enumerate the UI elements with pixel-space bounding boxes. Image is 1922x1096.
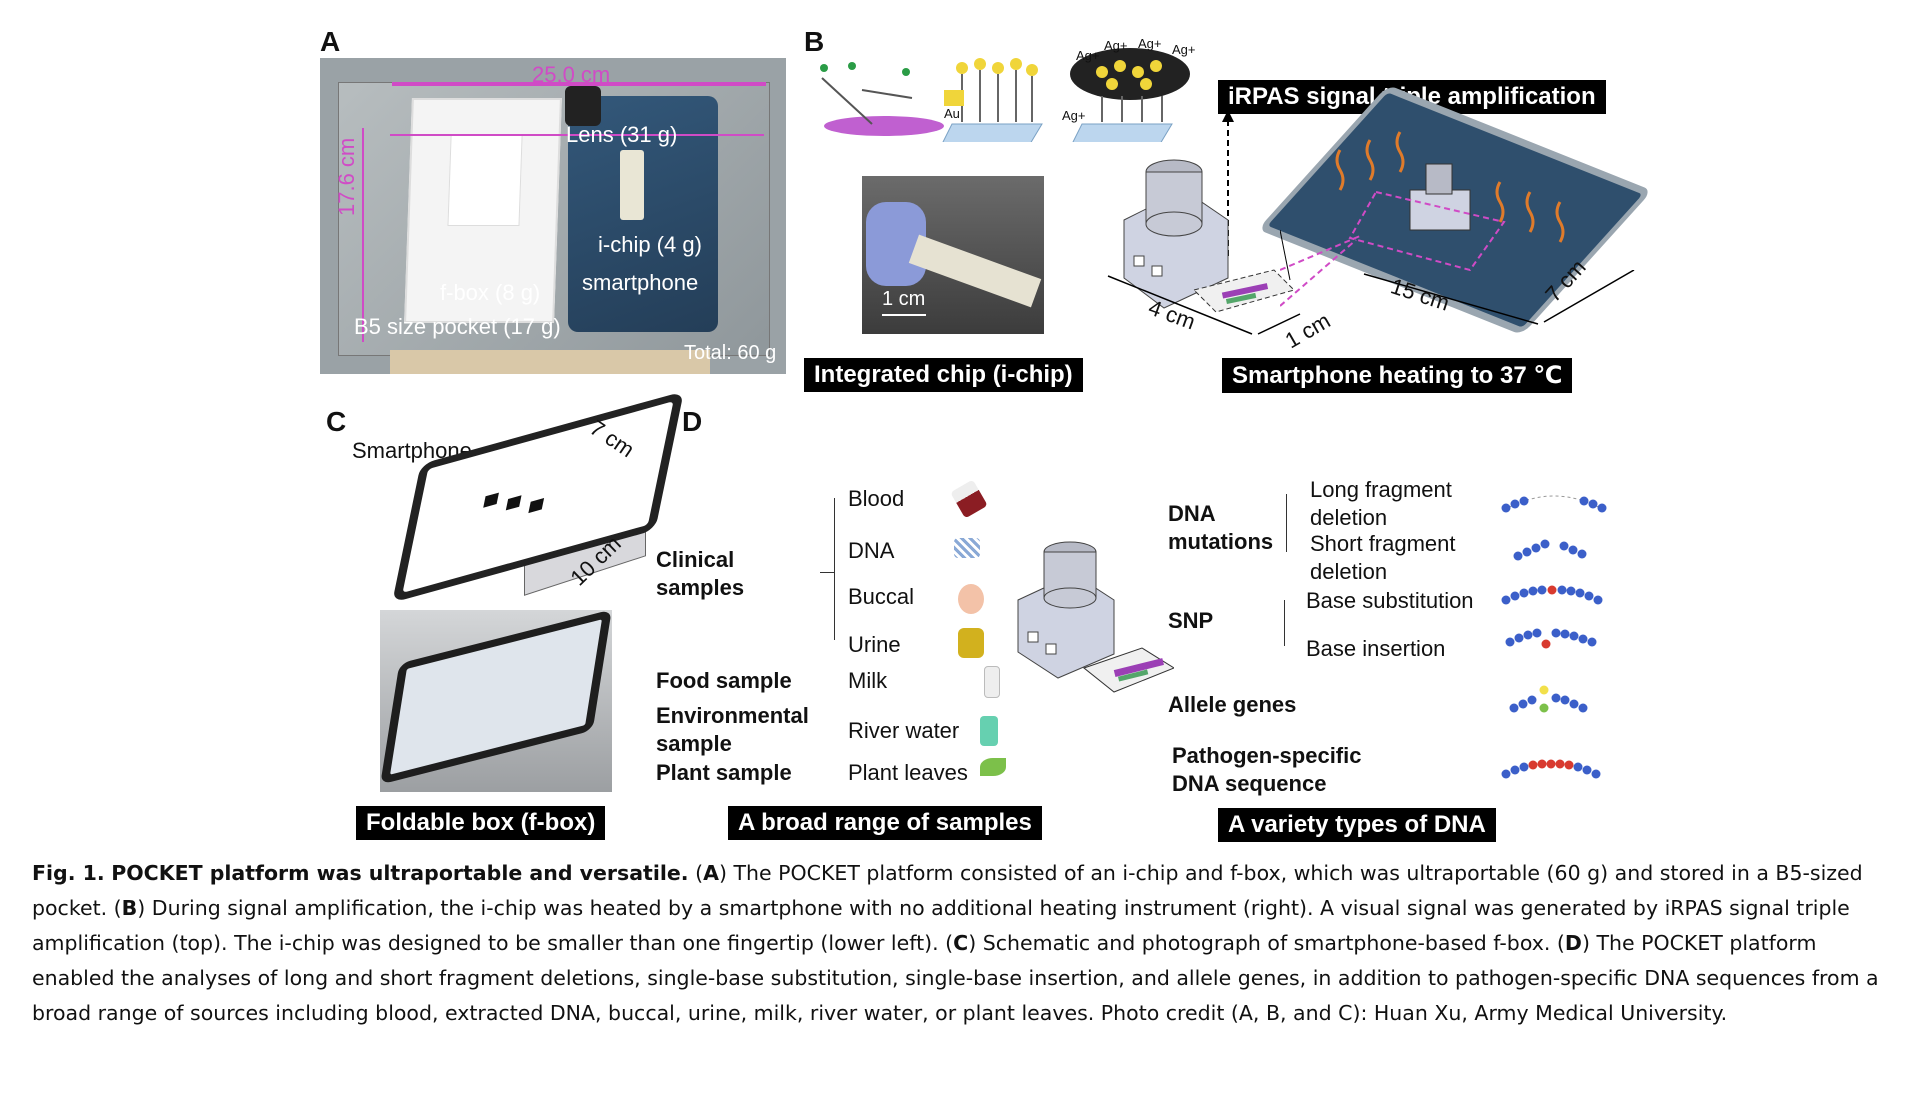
lens-photo (565, 86, 601, 126)
fbox-label: f-box (8 g) (440, 280, 541, 305)
height-label: 17.6 cm (334, 137, 359, 216)
dna-bead-chains (1501, 495, 1607, 779)
fbox-photo-phone (380, 610, 612, 785)
figure-caption: Fig. 1. POCKET platform was ultraportabl… (32, 861, 1879, 1025)
snp-bracket (1284, 600, 1285, 646)
ag-label-1: Ag+ (1062, 108, 1086, 123)
clinical-bracket (834, 498, 835, 640)
magnetic-bead-disc (824, 116, 944, 136)
snp-label: SNP (1168, 608, 1214, 633)
urine-cup-icon (958, 628, 984, 658)
panel-d-letter: D (682, 406, 703, 437)
caption-fig-title: POCKET platform was ultraportable and ve… (111, 861, 689, 885)
fbox-photo (380, 610, 612, 792)
caption-b-ref: B (121, 896, 138, 920)
smartphone-label: smartphone (582, 270, 699, 295)
plant-item: Plant leaves (848, 760, 968, 785)
scale-label: 1 cm (882, 288, 926, 310)
pathogen-chain (1501, 759, 1601, 779)
ichip-photo-closeup: 1 cm (862, 176, 1044, 334)
dna-types-title: A variety types of DNA (1218, 808, 1496, 842)
lens-label: Lens (31 g) (566, 122, 678, 147)
allele-label: Allele genes (1168, 692, 1297, 717)
caption-a-ref: A (703, 861, 719, 885)
caption-d-ref: D (1564, 931, 1582, 955)
ichip-title: Integrated chip (i-chip) (804, 358, 1083, 392)
short-deletion-label: Short fragment deletion (1310, 531, 1456, 584)
amplification-schematic (820, 48, 1190, 142)
plant-label: Plant sample (656, 760, 792, 785)
signal-dot (505, 495, 522, 511)
ichip-photo (620, 150, 644, 220)
clinical-item-urine: Urine (848, 632, 901, 657)
clinical-bracket-tick (820, 572, 834, 573)
width-dimension-line (390, 134, 764, 136)
caption-c-text: ) Schematic and photograph of smartphone… (968, 931, 1565, 955)
clinical-item-dna: DNA (848, 538, 895, 563)
clinical-item-buccal: Buccal (848, 584, 915, 609)
base-insertion-label: Base insertion (1306, 636, 1446, 661)
dna-helix-icon (954, 538, 980, 558)
ichip-body (908, 234, 1042, 308)
short-deletion-chain (1513, 539, 1587, 561)
substitution-chain (1501, 585, 1603, 605)
env-label: Environmental sample (656, 703, 809, 756)
mouth-icon (958, 584, 984, 614)
long-deletion-chain (1501, 495, 1607, 513)
water-glass-icon (980, 716, 998, 746)
heat-waves (1280, 131, 1565, 307)
food-item: Milk (848, 668, 888, 693)
total-label: Total: 60 g (684, 342, 777, 364)
silver-deposit (1070, 48, 1190, 100)
caption-b-text: ) During signal amplification, the i-chi… (32, 896, 1850, 955)
panel-b-letter: B (804, 26, 825, 57)
pathogen-label: Pathogen-specific DNA sequence (1172, 743, 1362, 796)
caption-c-ref: C (953, 931, 969, 955)
heating-title: Smartphone heating to 37 ℃ (1222, 358, 1573, 393)
fbox-window (447, 134, 523, 226)
ag-label-2: Ag+ (1076, 48, 1100, 63)
scale-bar (882, 314, 926, 316)
width-label: 25.0 cm (532, 62, 611, 87)
signal-dot (483, 492, 499, 508)
panel-a-photo: 25.0 cm 17.6 cm Lens (31 g) i-chip (4 g)… (320, 58, 786, 374)
clinical-item-blood: Blood (848, 486, 905, 511)
pocket-zipper (392, 82, 766, 86)
ruler (390, 350, 710, 374)
clinical-label: Clinical samples (656, 547, 745, 600)
ichip-label: i-chip (4 g) (598, 232, 702, 257)
height-dimension-line (362, 128, 364, 342)
signal-dot (528, 497, 545, 514)
food-label: Food sample (656, 668, 792, 693)
caption-d-text: ) The POCKET platform enabled the analys… (32, 931, 1879, 1025)
base-substitution-label: Base substitution (1306, 588, 1474, 613)
dna-mutations-label: DNA mutations (1168, 501, 1274, 554)
ichip-schematic (1123, 110, 1294, 313)
milk-glass-icon (984, 666, 1000, 698)
panel-a-letter: A (320, 26, 341, 57)
insertion-chain (1505, 628, 1597, 649)
ag-label-3: Ag+ (1104, 38, 1128, 53)
caption-a-text: ) The POCKET platform consisted of an i-… (32, 861, 1863, 920)
ag-label-4: Ag+ (1138, 36, 1162, 51)
pocket-label: B5 size pocket (17 g) (354, 314, 561, 339)
caption-fig-label: Fig. 1. (32, 861, 105, 885)
au-label: Au (944, 106, 960, 121)
silver-surface (1072, 123, 1173, 142)
dimension-arrows (1107, 270, 1635, 335)
leaf-icon (980, 758, 1006, 776)
allele-chain (1509, 685, 1588, 713)
ag-label-5: Ag+ (1172, 42, 1196, 57)
env-item: River water (848, 718, 960, 743)
ichip-schematic-d (1017, 541, 1174, 693)
long-deletion-label: Long fragment deletion (1310, 477, 1452, 530)
blood-tube-icon (950, 479, 988, 519)
mutation-bracket (1286, 494, 1287, 552)
samples-title: A broad range of samples (728, 806, 1042, 840)
fbox-title: Foldable box (f-box) (356, 806, 606, 840)
gold-surface (942, 123, 1043, 142)
panel-c-letter: C (326, 406, 347, 437)
